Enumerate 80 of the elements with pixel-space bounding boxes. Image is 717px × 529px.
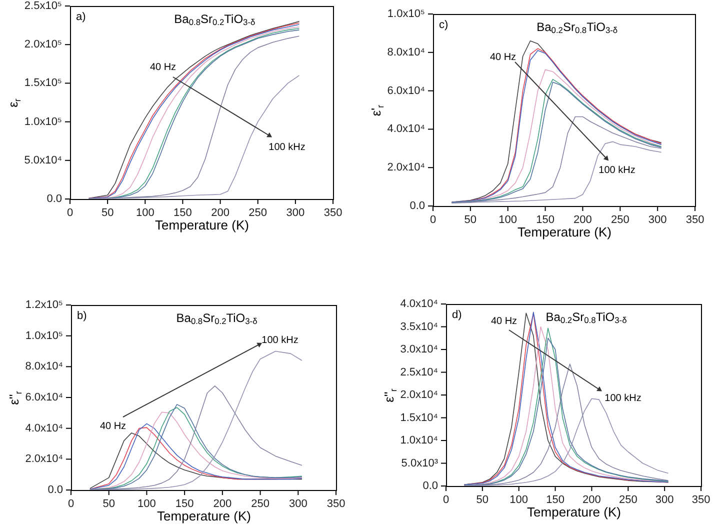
text: Ba$_{0.2}$Sr$_{0.8}$TiO$_{3-δ}$	[536, 20, 618, 36]
y-tick-label: 1.5x10⁴	[400, 412, 438, 424]
annotation: 100 kHz	[268, 142, 306, 153]
x-tick-label: 250	[618, 494, 638, 506]
x-tick-label: 300	[286, 207, 305, 219]
x-tick-label: 100	[498, 214, 518, 226]
y-tick-label: 4.0x10⁴	[387, 123, 426, 136]
text: Ba$_{0.2}$Sr$_{0.8}$TiO$_{3-δ}$	[546, 310, 628, 326]
x-tick-label: 300	[655, 494, 674, 506]
x-tick-label: 100	[510, 494, 528, 506]
y-tick-label: 1.0x10⁵	[387, 8, 425, 20]
x-tick-label: 200	[211, 207, 230, 219]
x-axis-title: Temperature (K)	[157, 508, 251, 524]
text: Ba$_{0.8}$Sr$_{0.2}$TiO$_{3-δ}$	[176, 311, 258, 326]
annotation: 100 kHz	[262, 335, 298, 346]
annotation: 100 kHz	[604, 393, 642, 404]
y-tick-label: 0.0	[410, 200, 425, 212]
x-axis-title: Temperature (K)	[155, 218, 249, 232]
x-tick-label: 150	[546, 494, 564, 506]
y-tick-label: 2.5x10⁵	[24, 0, 62, 12]
text: Ba$_{0.8}$Sr$_{0.2}$TiO$_{3-δ}$	[174, 12, 256, 28]
x-tick-label: 50	[464, 214, 477, 226]
x-tick-label: 50	[101, 207, 114, 219]
y-tick-label: 0.0	[46, 193, 62, 205]
y-tick-label: 8.0x10⁴	[25, 360, 64, 373]
annotation: a)	[76, 11, 86, 23]
x-tick-label: 200	[213, 498, 232, 510]
y-tick-label: 1.0x10⁵	[25, 330, 63, 342]
x-tick-label: 200	[574, 214, 592, 226]
y-tick-label: 6.0x10⁴	[387, 84, 426, 97]
y-tick-label: 3.0x10⁴	[400, 344, 438, 356]
x-tick-label: 250	[251, 498, 270, 510]
x-tick-label: 250	[248, 207, 268, 219]
y-tick-label: 2.0x10⁴	[25, 453, 64, 466]
annotation: 40 Hz	[490, 316, 518, 327]
annotation: 40 Hz	[100, 421, 126, 432]
x-tick-label: 150	[174, 207, 192, 219]
y-tick-label: 4.0x10⁴	[25, 422, 64, 434]
y-tick-label: 6.0x10⁴	[25, 392, 64, 404]
x-tick-label: 50	[102, 498, 115, 510]
x-tick-label: 350	[686, 214, 704, 226]
y-tick-label: 8.0x10⁴	[387, 46, 426, 58]
annotation: 40 Hz	[490, 52, 516, 63]
x-tick-label: 0	[442, 494, 450, 506]
x-tick-label: 200	[582, 494, 601, 506]
annotation: 100 kHz	[598, 165, 636, 176]
x-tick-label: 350	[324, 207, 342, 219]
x-tick-label: 150	[536, 214, 554, 226]
annotation: b)	[77, 310, 87, 322]
x-tick-label: 300	[288, 498, 308, 510]
annotation: 40 Hz	[150, 62, 176, 73]
y-tick-label: 0.0	[48, 484, 63, 496]
y-tick-label: 0.0	[422, 480, 438, 492]
y-tick-label: 2.0x10⁴	[400, 389, 438, 401]
annotation: c)	[439, 19, 448, 31]
y-tick-label: 2.0x10⁵	[24, 38, 62, 51]
y-tick-label: 1.5x10⁵	[24, 77, 62, 90]
x-tick-label: 100	[136, 207, 154, 219]
y-tick-label: 3.5x10⁴	[400, 320, 438, 333]
x-tick-label: 350	[692, 494, 710, 506]
x-tick-label: 0	[430, 214, 436, 226]
x-tick-label: 0	[66, 207, 74, 219]
y-tick-label: 1.0x10⁴	[400, 434, 438, 446]
x-tick-label: 0	[68, 498, 74, 510]
y-tick-label: 5.0x10³	[401, 457, 438, 470]
x-axis-title: Temperature (K)	[518, 224, 612, 240]
x-axis-title: Temperature (K)	[527, 504, 621, 520]
x-tick-label: 250	[610, 214, 630, 226]
x-tick-label: 150	[175, 498, 194, 510]
x-tick-label: 300	[648, 214, 667, 226]
y-tick-label: 2.0x10⁴	[387, 162, 426, 174]
y-tick-label: 2.5x10⁴	[400, 366, 438, 378]
x-tick-label: 50	[476, 494, 489, 506]
x-tick-label: 100	[138, 498, 156, 510]
annotation: d)	[452, 309, 462, 321]
y-tick-label: 1.0x10⁵	[24, 116, 62, 128]
y-tick-label: 4.0x10⁴	[400, 298, 438, 310]
x-tick-label: 350	[326, 498, 346, 510]
y-tick-label: 5.0x10⁴	[24, 154, 62, 166]
y-tick-label: 1.2x10⁵	[25, 299, 63, 311]
